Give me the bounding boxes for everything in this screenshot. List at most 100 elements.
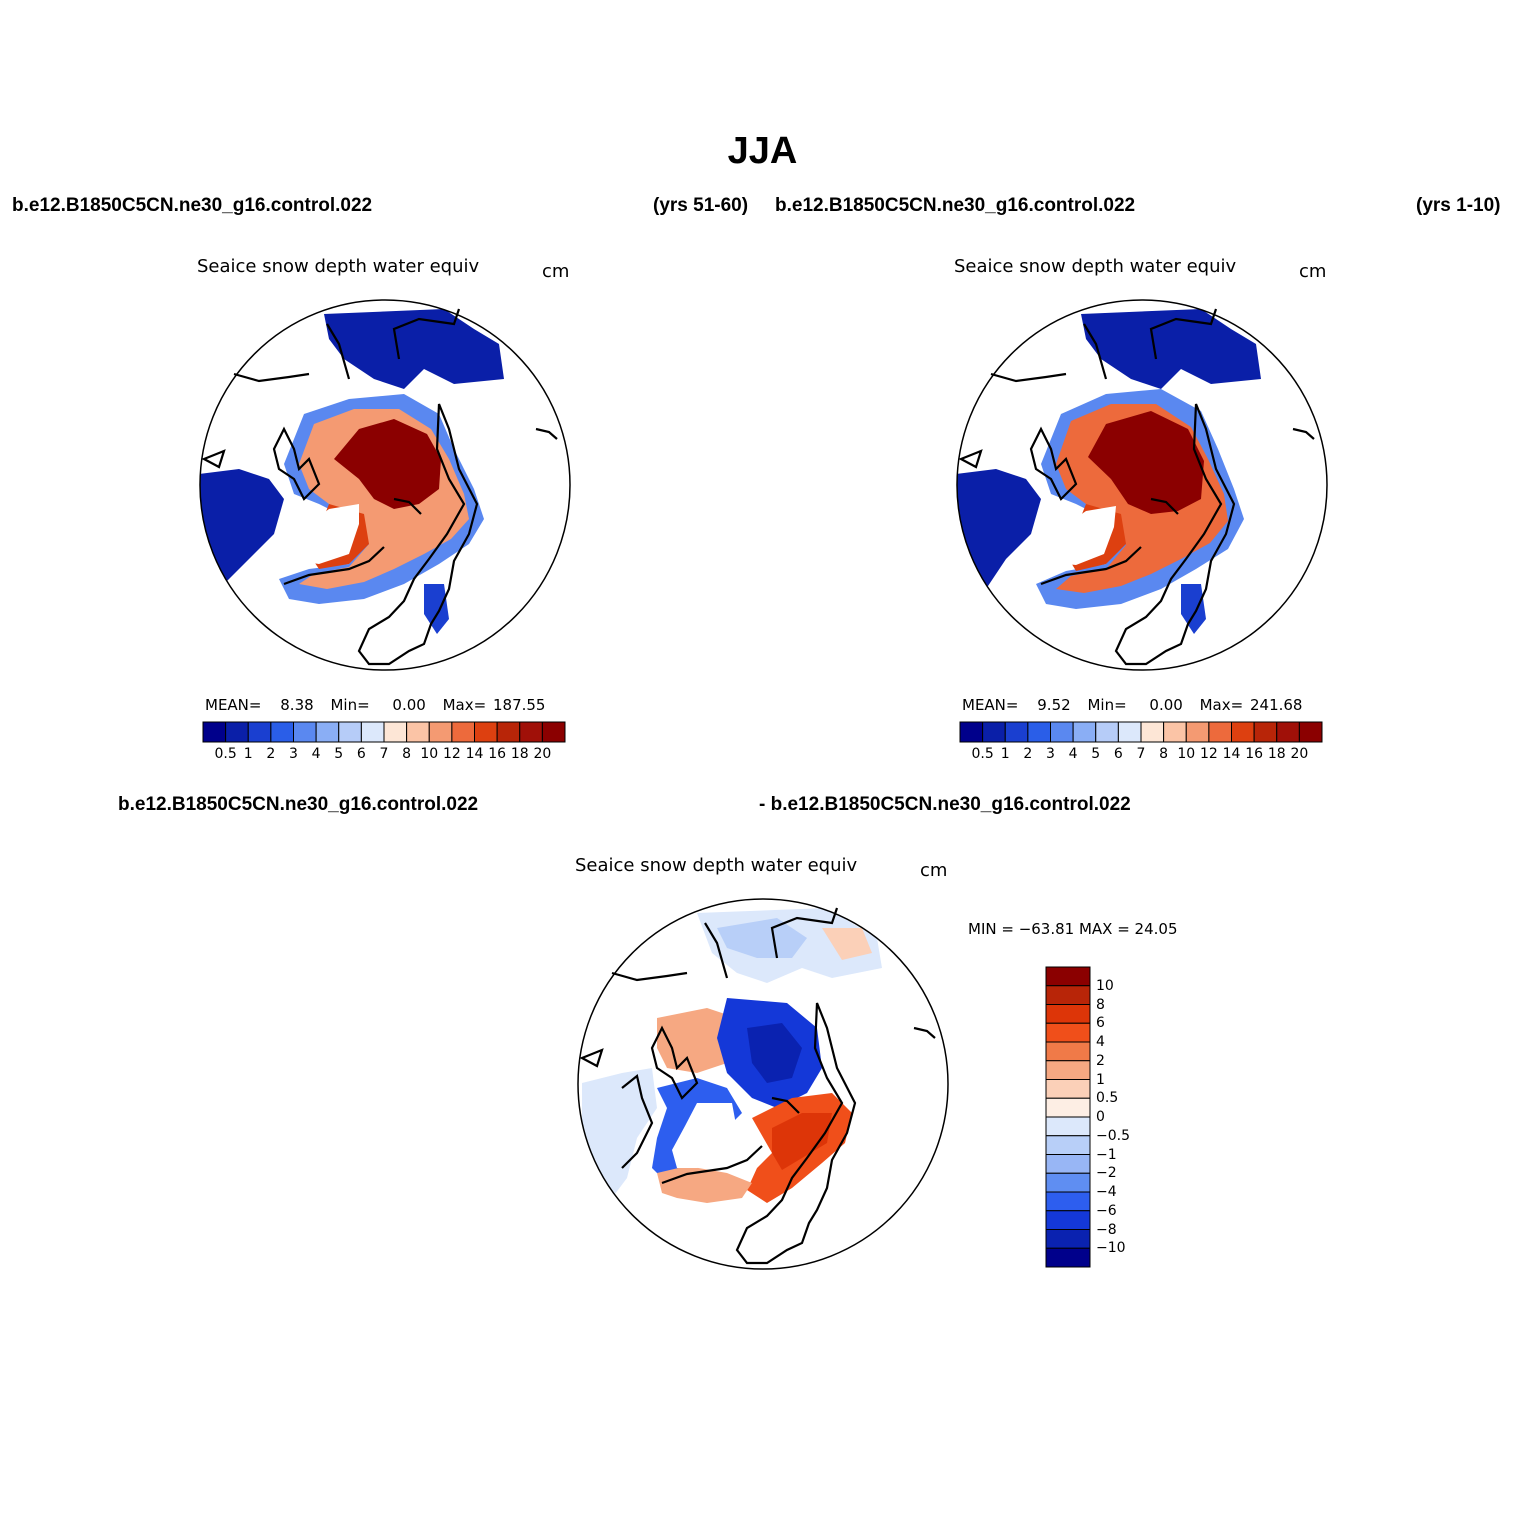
- panel2-colorbar-label: 14: [1222, 746, 1241, 762]
- panel2-colorbar-box: [1208, 721, 1232, 743]
- panel2-colorbar-label: 12: [1199, 746, 1218, 762]
- diff-colorbar-label: 8: [1096, 996, 1105, 1013]
- panel2-colorbar-box: [1163, 721, 1187, 743]
- panel1-colorbar-box: [474, 721, 498, 743]
- panel2-colorbar-labels: 0.5 1 2 3 4 5 6 7 8 10 12 14 16 18 20: [960, 746, 1322, 766]
- panel1-stats: MEAN= 8.38 Min= 0.00 Max= 187.55: [205, 696, 545, 714]
- panel2-stats: MEAN= 9.52 Min= 0.00 Max= 241.68: [962, 696, 1302, 714]
- diff-colorbar-box: [1045, 1247, 1091, 1268]
- left-years-header: (yrs 51-60): [653, 195, 749, 216]
- diff-colorbar-label: −0.5: [1096, 1127, 1130, 1144]
- panel1-colorbar-label: 18: [510, 746, 529, 762]
- panel1-colorbar-box: [541, 721, 566, 743]
- panel2-colorbar-label: 3: [1046, 746, 1055, 762]
- panel1-colorbar-box: [202, 721, 227, 743]
- panel2-min-value: 0.00: [1149, 696, 1183, 714]
- panel1-colorbar-label: 1: [243, 746, 253, 762]
- diff-colorbar-label: −10: [1096, 1240, 1126, 1257]
- panel1-units-label: cm: [542, 261, 570, 282]
- panel1-min-value: 0.00: [392, 696, 426, 714]
- panel1-colorbar-label: 3: [289, 746, 298, 762]
- panel2-colorbar-label: 7: [1136, 746, 1146, 762]
- panel1-colorbar-label: 16: [488, 746, 507, 762]
- left-case-header: b.e12.B1850C5CN.ne30_g16.control.022: [12, 195, 373, 216]
- diff-right-header: - b.e12.B1850C5CN.ne30_g16.control.022: [759, 794, 1131, 815]
- panel2-colorbar-box: [1185, 721, 1210, 743]
- panel1-colorbar-box: [293, 721, 317, 743]
- diff-colorbar-box: [1045, 1060, 1091, 1080]
- panel2-colorbar-box: [1231, 721, 1255, 743]
- panel2-colorbar-label: 10: [1177, 746, 1196, 762]
- panel2-variable-label: Seaice snow depth water equiv: [954, 256, 1237, 277]
- panel2-mean-label: MEAN=: [962, 696, 1019, 714]
- panel2-colorbar-label: 0.5: [971, 746, 994, 762]
- figure-title: JJA: [727, 130, 798, 172]
- panel1-colorbar-label: 6: [356, 746, 366, 762]
- diff-colorbar-label: 0: [1096, 1109, 1105, 1125]
- panel1-colorbar-box: [360, 721, 385, 743]
- panel2-colorbar-box: [1140, 721, 1165, 743]
- panel2-colorbar-box: [1298, 721, 1323, 743]
- diff-colorbar-box: [1045, 1022, 1091, 1043]
- panel1-colorbar-box: [428, 721, 453, 743]
- panel1-variable-label: Seaice snow depth water equiv: [197, 256, 480, 277]
- panel1-colorbar-box: [270, 721, 294, 743]
- diff-colorbar-label: 2: [1096, 1052, 1105, 1069]
- panel1-max-label: Max=: [442, 696, 487, 714]
- panel2-colorbar-label: 5: [1091, 746, 1101, 762]
- panel2-colorbar-box: [982, 721, 1006, 743]
- panel1-colorbar-label: 7: [379, 746, 389, 762]
- diff-colorbar-box: [1045, 1097, 1091, 1118]
- diff-colorbar-box: [1045, 1154, 1091, 1174]
- diff-colorbar-box: [1045, 1004, 1091, 1024]
- panel1-colorbar-box: [383, 721, 408, 743]
- panel2-colorbar: [959, 721, 1323, 743]
- panel1-colorbar-box: [225, 721, 249, 743]
- panel2-colorbar-label: 8: [1159, 746, 1169, 762]
- right-years-header: (yrs 1-10): [1416, 195, 1501, 216]
- panel2-colorbar-label: 20: [1290, 746, 1309, 762]
- diff-colorbar-label: 0.5: [1096, 1090, 1119, 1107]
- diff-colorbar-label: −1: [1096, 1146, 1117, 1163]
- diff-colorbar-box: [1045, 966, 1091, 987]
- panel1-mean-value: 8.38: [280, 696, 314, 714]
- panel1-colorbar-label: 20: [533, 746, 552, 762]
- diff-colorbar-label: 6: [1096, 1015, 1105, 1032]
- panel2-colorbar-label: 16: [1245, 746, 1264, 762]
- panel2-colorbar-box: [1253, 721, 1278, 743]
- diff-colorbar-label: −8: [1096, 1221, 1117, 1238]
- panel1-colorbar-box: [406, 721, 430, 743]
- diff-colorbar-label: 10: [1096, 977, 1114, 994]
- diff-colorbar-labels: 10 8 6 4 2 1 0.5 0 −0.5 −1 −2 −4 −6 −8 −10: [1096, 967, 1156, 1267]
- panel1-colorbar-box: [519, 721, 543, 743]
- panel1-max-value: 187.55: [492, 696, 546, 714]
- panel1-colorbar-label: 8: [402, 746, 412, 762]
- diff-minmax: MIN = −63.81 MAX = 24.05: [968, 920, 1178, 938]
- panel2-colorbar-box: [1050, 721, 1074, 743]
- panel2-colorbar-box: [1027, 721, 1051, 743]
- panel1-colorbar-labels: 0.5 1 2 3 4 5 6 7 8 10 12 14 16 18 20: [203, 746, 565, 766]
- panel2-colorbar-label: 6: [1113, 746, 1123, 762]
- right-case-header: b.e12.B1850C5CN.ne30_g16.control.022: [775, 195, 1136, 216]
- diff-colorbar-box: [1045, 1079, 1091, 1099]
- panel1-colorbar-box: [315, 721, 340, 743]
- diff-units-label: cm: [920, 860, 948, 881]
- panel1-mean-label: MEAN=: [205, 696, 262, 714]
- panel1-colorbar-box: [496, 721, 521, 743]
- diff-colorbar-box: [1045, 1135, 1091, 1155]
- diff-colorbar-box: [1045, 1172, 1091, 1193]
- panel1-colorbar-box: [247, 721, 272, 743]
- diff-colorbar-box: [1045, 1116, 1091, 1137]
- panel2-colorbar-box: [959, 721, 984, 743]
- diff-colorbar-label: 1: [1096, 1071, 1105, 1088]
- diff-colorbar-label: −4: [1096, 1184, 1117, 1200]
- panel2-colorbar-box: [1004, 721, 1029, 743]
- panel1-map: [199, 299, 571, 671]
- panel1-min-label: Min=: [330, 696, 370, 714]
- diff-colorbar-label: −6: [1096, 1202, 1117, 1219]
- panel1-colorbar-box: [451, 721, 475, 743]
- panel1-colorbar-label: 14: [465, 746, 484, 762]
- panel1-colorbar-label: 0.5: [214, 746, 237, 762]
- panel2-max-value: 241.68: [1249, 696, 1303, 714]
- diff-variable-label: Seaice snow depth water equiv: [575, 855, 858, 876]
